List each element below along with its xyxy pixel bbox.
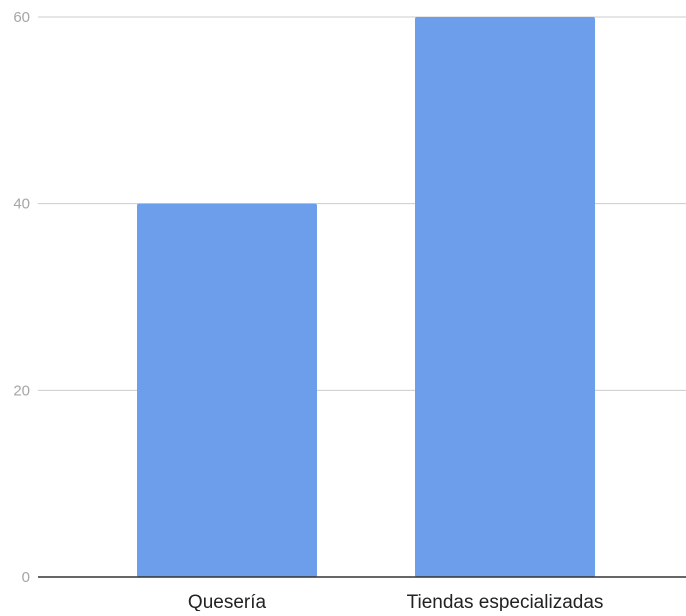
bar-1: [137, 203, 317, 577]
y-axis-tick-labels: 0 20 40 60: [13, 9, 30, 586]
y-tick-label: 0: [22, 569, 30, 586]
y-tick-label: 40: [13, 196, 30, 213]
x-category-label: Quesería: [188, 592, 267, 611]
x-axis-category-labels: Quesería Tiendas especializadas: [188, 592, 604, 613]
y-tick-label: 60: [13, 9, 30, 26]
x-category-label: Tiendas especializadas: [407, 592, 604, 611]
bar-2: [415, 17, 595, 577]
y-tick-label: 20: [13, 382, 30, 399]
bars: [137, 17, 595, 577]
